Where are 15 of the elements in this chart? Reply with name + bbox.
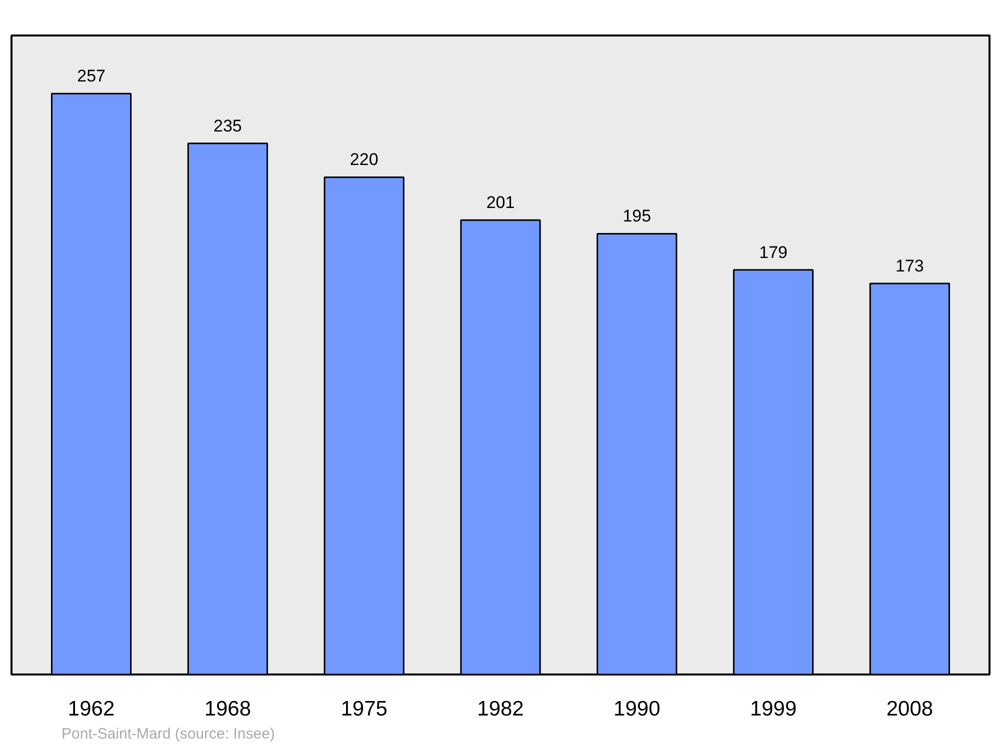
text: Pont-Saint-Mard (source: Insee) <box>62 726 275 742</box>
x-tick-label: 1975 <box>340 698 388 720</box>
data-label: 173 <box>896 256 924 276</box>
data-label: 220 <box>350 150 378 170</box>
x-tick-label: 1982 <box>477 698 524 720</box>
data-label: 179 <box>759 242 788 262</box>
x-tick-label: 1968 <box>204 698 252 720</box>
data-label: 257 <box>77 66 106 86</box>
x-tick-label: 1999 <box>750 698 797 720</box>
data-label: 201 <box>486 193 515 212</box>
x-tick-label: 2008 <box>886 698 934 720</box>
x-tick-label: 1962 <box>68 698 115 720</box>
data-label: 195 <box>622 206 652 226</box>
data-label: 235 <box>214 116 242 136</box>
x-tick-label: 1990 <box>614 698 660 720</box>
